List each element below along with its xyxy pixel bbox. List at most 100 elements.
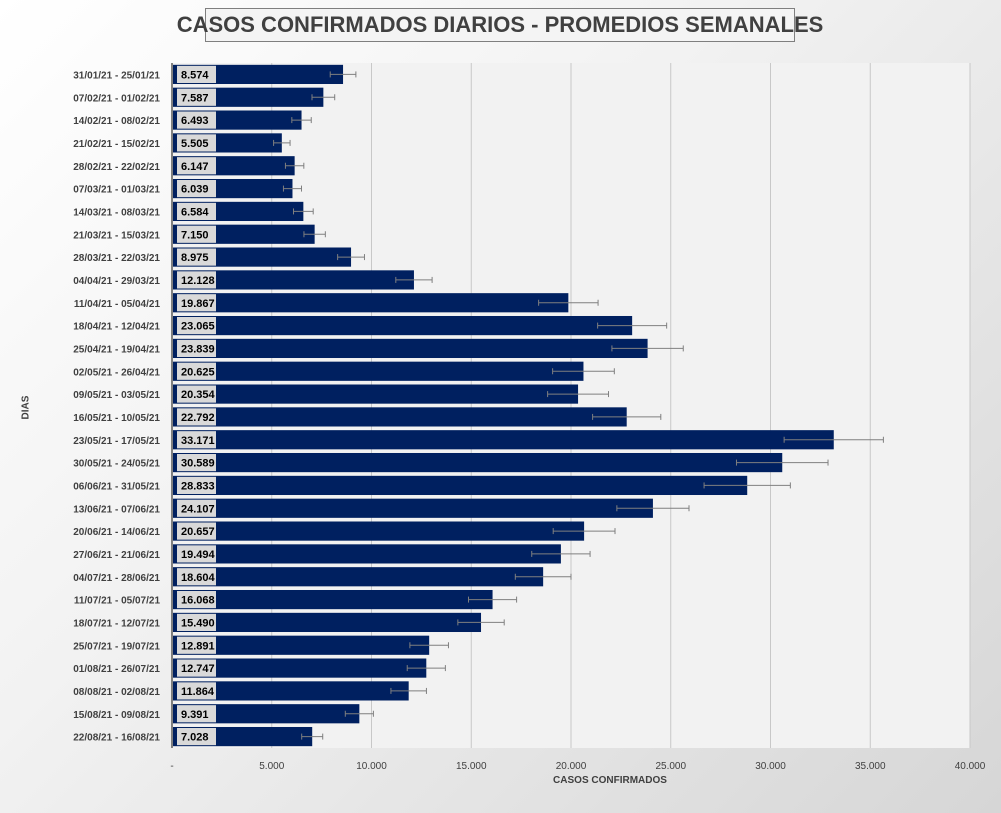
- data-label-box: [177, 271, 216, 289]
- bar: [173, 635, 430, 655]
- data-label-box: [177, 88, 216, 106]
- data-label-box: [177, 248, 216, 266]
- category-label: 18/04/21 - 12/04/21: [73, 322, 160, 333]
- data-label-box: [177, 134, 216, 152]
- data-label-box: [177, 111, 216, 129]
- data-label: 16.068: [181, 595, 215, 607]
- bar: [173, 338, 648, 359]
- data-label: 7.587: [181, 92, 209, 104]
- data-label: 23.065: [181, 321, 215, 333]
- category-label: 15/08/21 - 09/08/21: [73, 710, 160, 721]
- y-axis-label: DIAS: [20, 395, 32, 420]
- data-label-box: [177, 408, 216, 426]
- category-label: 25/07/21 - 19/07/21: [73, 641, 160, 652]
- category-label: 14/02/21 - 08/02/21: [73, 116, 160, 127]
- x-tick-label: 25.000: [655, 761, 686, 772]
- category-label: 23/05/21 - 17/05/21: [73, 436, 160, 447]
- data-label-box: [177, 682, 216, 700]
- bar: [173, 270, 414, 290]
- category-label: 27/06/21 - 21/06/21: [73, 550, 160, 561]
- data-label: 20.625: [181, 366, 215, 378]
- data-label: 15.490: [181, 617, 215, 629]
- x-tick-label: 30.000: [755, 761, 786, 772]
- data-label-box: [177, 659, 216, 677]
- data-label-box: [177, 157, 216, 175]
- data-label-box: [177, 294, 216, 312]
- category-label: 21/03/21 - 15/03/21: [73, 230, 160, 241]
- data-label: 6.039: [181, 184, 209, 196]
- bar: [173, 247, 352, 267]
- x-axis-label: CASOS CONFIRMADOS: [553, 775, 667, 786]
- x-tick-label: 35.000: [855, 761, 886, 772]
- category-label: 04/07/21 - 28/06/21: [73, 573, 160, 584]
- data-label-box: [177, 568, 216, 586]
- data-label-box: [177, 522, 216, 540]
- data-label-box: [177, 179, 216, 198]
- x-tick-label: 5.000: [259, 761, 284, 772]
- data-label: 6.584: [181, 206, 209, 218]
- bar: [173, 293, 569, 313]
- category-label: 16/05/21 - 10/05/21: [73, 413, 160, 424]
- category-label: 20/06/21 - 14/06/21: [73, 527, 160, 538]
- data-label: 24.107: [181, 503, 215, 515]
- bar: [173, 315, 633, 336]
- category-label: 28/02/21 - 22/02/21: [73, 162, 160, 173]
- bar: [173, 498, 653, 518]
- bar: [173, 612, 482, 633]
- data-label-box: [177, 476, 216, 495]
- category-label: 25/04/21 - 19/04/21: [73, 344, 160, 355]
- data-label-box: [177, 727, 216, 746]
- category-label: 31/01/21 - 25/01/21: [73, 70, 160, 81]
- category-label: 11/07/21 - 05/07/21: [74, 596, 161, 607]
- data-label: 7.150: [181, 229, 209, 241]
- category-label: 13/06/21 - 07/06/21: [73, 504, 160, 515]
- data-label: 12.128: [181, 275, 215, 287]
- data-label: 19.867: [181, 298, 215, 310]
- data-label-box: [177, 636, 216, 654]
- bar: [173, 475, 748, 496]
- category-label: 30/05/21 - 24/05/21: [73, 459, 160, 470]
- data-label: 23.839: [181, 343, 215, 355]
- category-label: 14/03/21 - 08/03/21: [73, 207, 160, 218]
- data-label: 11.864: [181, 686, 215, 698]
- chart-title: CASOS CONFIRMADOS DIARIOS - PROMEDIOS SE…: [177, 8, 823, 42]
- bar: [173, 521, 585, 541]
- data-label-box: [177, 499, 216, 517]
- category-label: 02/05/21 - 26/04/21: [73, 367, 160, 378]
- category-label: 28/03/21 - 22/03/21: [73, 253, 160, 264]
- data-label: 12.891: [181, 640, 215, 652]
- data-label: 7.028: [181, 732, 209, 744]
- x-tick-label: -: [170, 761, 173, 772]
- data-label: 19.494: [181, 549, 216, 561]
- bar: [173, 567, 544, 587]
- data-label-box: [177, 339, 216, 358]
- category-label: 11/04/21 - 05/04/21: [74, 299, 161, 310]
- category-label: 08/08/21 - 02/08/21: [73, 687, 160, 698]
- data-label: 8.975: [181, 252, 209, 264]
- data-label-box: [177, 202, 216, 221]
- category-label: 06/06/21 - 31/05/21: [73, 481, 160, 492]
- x-tick-label: 10.000: [356, 761, 387, 772]
- data-label-box: [177, 431, 216, 449]
- bar: [173, 430, 834, 450]
- bar: [173, 544, 561, 564]
- bar: [173, 589, 493, 610]
- category-label: 04/04/21 - 29/03/21: [73, 276, 160, 287]
- category-label: 01/08/21 - 26/07/21: [73, 664, 160, 675]
- data-label: 20.657: [181, 526, 215, 538]
- data-label-box: [177, 590, 216, 609]
- category-label: 22/08/21 - 16/08/21: [73, 733, 160, 744]
- category-label: 07/03/21 - 01/03/21: [73, 185, 160, 196]
- data-label: 22.792: [181, 412, 215, 424]
- data-label-box: [177, 545, 216, 563]
- bar: [173, 407, 627, 427]
- category-label: 21/02/21 - 15/02/21: [73, 139, 160, 150]
- data-label-box: [177, 225, 216, 243]
- data-label: 28.833: [181, 480, 215, 492]
- data-label-box: [177, 613, 216, 632]
- data-label-box: [177, 705, 216, 723]
- data-label: 6.147: [181, 161, 209, 173]
- bar: [173, 452, 783, 473]
- bar: [173, 658, 427, 678]
